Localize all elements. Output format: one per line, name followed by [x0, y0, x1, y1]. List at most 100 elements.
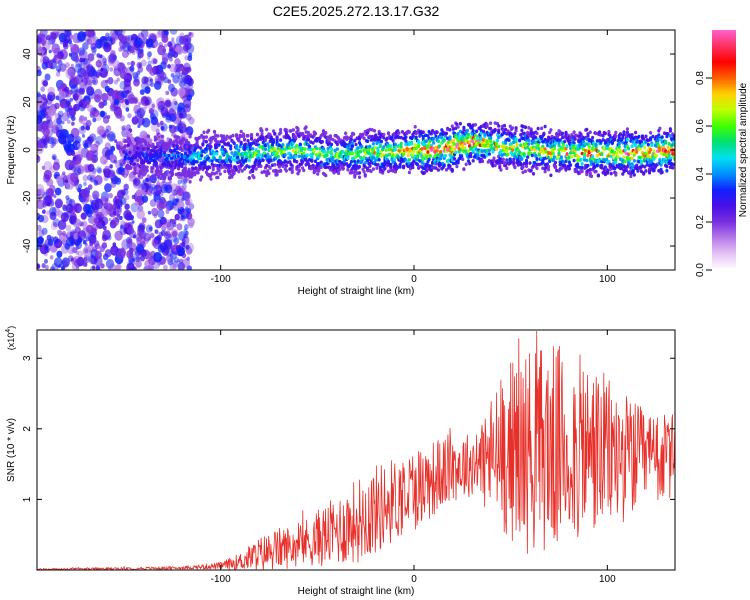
spectrogram-cell	[135, 189, 142, 197]
spectrogram-cell	[62, 204, 67, 209]
spectrogram-cell	[186, 265, 192, 270]
spectrogram-cell	[393, 142, 397, 147]
spectrogram-cell	[50, 30, 59, 40]
spectrogram-cell	[85, 125, 91, 131]
spectrogram-cell	[298, 142, 302, 147]
spectrogram-cell	[146, 264, 155, 270]
spectrogram-cell	[250, 132, 254, 137]
spectrogram-cell	[535, 166, 539, 171]
spectrogram-cell	[122, 150, 126, 154]
spectrogram-cell	[305, 153, 309, 157]
spectrogram-cell	[337, 136, 341, 140]
spectrogram-cell	[80, 221, 85, 227]
spectrogram-cell	[41, 135, 50, 146]
spectrogram-cell	[284, 169, 288, 173]
spectrogram-cell	[321, 129, 326, 133]
spectrogram-cell	[147, 60, 152, 66]
spectrogram-cell	[289, 153, 293, 158]
colorbar-ticks: 0.00.20.40.60.8	[695, 71, 712, 277]
spectrogram-cell	[243, 147, 247, 152]
spectrogram-cell	[84, 37, 90, 43]
spectrogram-cell	[163, 150, 167, 155]
spectrogram-cell	[349, 159, 353, 164]
spectrogram-cell	[63, 261, 69, 268]
spectrogram-cell	[167, 64, 171, 69]
spectrogram-cell	[87, 174, 93, 181]
spectrogram-cell	[239, 129, 243, 134]
spectrogram-cell	[196, 145, 200, 149]
spectrogram-cell	[81, 188, 90, 199]
spectrogram-cell	[222, 134, 226, 138]
spectrogram-cell	[55, 126, 59, 131]
spectrogram-cell	[542, 131, 546, 136]
spectrogram-cell	[318, 146, 322, 151]
spectrogram-cell	[352, 132, 356, 136]
spectrogram-cell	[188, 117, 195, 125]
spectrogram-cell	[137, 55, 141, 60]
spectrogram-cell	[273, 147, 277, 151]
spectrogram-cell	[183, 62, 191, 72]
spectrogram-cell	[243, 137, 247, 142]
spectrogram-cell	[536, 126, 540, 131]
spectrogram-cell	[120, 224, 124, 229]
spectrogram-cell	[150, 82, 155, 88]
spectrogram-cell	[165, 200, 175, 211]
spectrogram-cell	[37, 33, 47, 45]
spectrogram-cell	[237, 148, 241, 153]
spectrogram-cell	[157, 144, 161, 148]
spectrogram-cell	[113, 106, 122, 117]
spectrogram-cell	[52, 236, 59, 244]
spectrogram-cell	[342, 159, 346, 163]
spectrogram-cell	[141, 135, 145, 139]
spectrogram-cell	[246, 133, 250, 138]
figure-title: C2E5.2025.272.13.17.G32	[273, 3, 440, 19]
spectrogram-cell	[466, 132, 471, 137]
spectrogram-cell	[152, 179, 156, 184]
spectrogram-cell	[294, 135, 298, 140]
spectrogram-cell	[353, 173, 357, 178]
spectrogram-cell	[455, 164, 459, 169]
spectrogram-cell	[261, 158, 265, 163]
x-tick-label: 0	[411, 274, 417, 285]
spectrogram-cell	[70, 76, 77, 85]
spectrogram-cell	[177, 102, 185, 111]
spectrogram-cell	[178, 87, 186, 97]
spectrogram-cell	[183, 228, 188, 233]
spectrogram-cell	[50, 32, 57, 41]
spectrogram-cell	[157, 45, 166, 56]
y-tick-label: 2	[22, 426, 33, 432]
spectrogram-cell	[170, 73, 175, 78]
spectrogram-cell	[185, 113, 192, 121]
spectrogram-cell	[141, 195, 149, 203]
spectrogram-cell	[386, 131, 391, 135]
spectrogram-cell	[389, 165, 393, 169]
spectrogram-cell	[91, 70, 97, 77]
spectrogram-cell	[543, 169, 547, 174]
spectrogram-cell	[78, 183, 83, 189]
spectrogram-cell	[489, 136, 493, 140]
spectrogram-cell	[168, 56, 173, 62]
spectrogram-cell	[373, 150, 377, 155]
spectrogram-cell	[494, 147, 498, 151]
spectrogram-cell	[412, 149, 416, 154]
spectrogram-cell	[181, 137, 185, 141]
spectrogram-cell	[569, 163, 573, 167]
spectrogram-cell	[341, 166, 345, 170]
spectrogram-cell	[576, 162, 580, 166]
spectrogram-cell	[147, 210, 151, 215]
spectrogram-cell	[69, 97, 74, 102]
spectrogram-cell	[397, 135, 401, 140]
spectrogram-cell	[313, 131, 317, 136]
spectrogram-cell	[187, 55, 193, 62]
spectrogram-cell	[335, 147, 339, 151]
spectrogram-cell	[527, 138, 531, 143]
spectrogram-cell	[326, 146, 330, 151]
spectrogram-cell	[52, 218, 60, 227]
spectrogram-cell	[81, 221, 88, 229]
spectrogram-cell	[268, 166, 272, 170]
spectrogram-cell	[129, 166, 133, 170]
spectrogram-cell	[487, 152, 491, 156]
spectrogram-cell	[204, 135, 208, 139]
spectrogram-cell	[209, 177, 213, 181]
spectrogram-cell	[370, 138, 374, 142]
